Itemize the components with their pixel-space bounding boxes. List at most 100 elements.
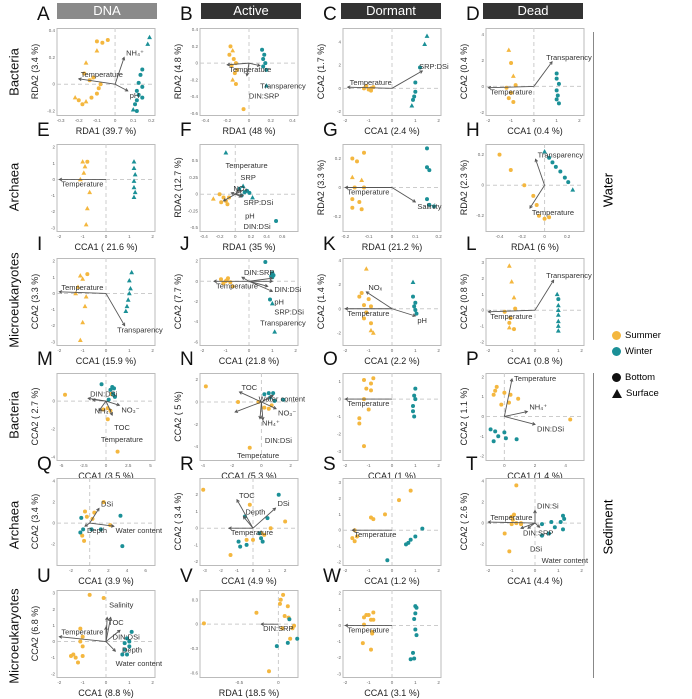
x-tick-label: -2	[57, 680, 61, 685]
env-vector-label: NOₓ	[233, 184, 247, 193]
summer-surface-point	[94, 48, 100, 53]
summer-surface-point	[80, 276, 86, 281]
summer-bottom-point	[281, 592, 286, 597]
summer-bottom-point	[201, 487, 206, 492]
winter-surface-point	[126, 290, 132, 296]
winter-bottom-point	[136, 80, 141, 85]
y-tick-label: -0.25	[188, 208, 199, 213]
summer-bottom-point	[512, 327, 516, 332]
winter-bottom-point	[413, 89, 418, 94]
env-vector-label: Salinity	[109, 600, 133, 609]
arrowhead-icon	[344, 306, 349, 311]
summer-bottom-point	[262, 405, 267, 410]
env-vector-label: NH₄⁺	[262, 419, 280, 428]
x-axis-label: CCA1 (2.4 %)	[364, 126, 420, 136]
winter-bottom-point	[127, 639, 132, 644]
y-tick-label: -2	[337, 559, 341, 564]
summer-bottom-point	[502, 390, 507, 395]
summer-bottom-point	[357, 200, 362, 204]
y-tick-label: 0	[338, 86, 341, 91]
env-vector-label: Temperature	[226, 161, 268, 170]
env-vector-label: DIN:SRP	[249, 92, 279, 101]
panel-T: -2 -1 0 1 2 -2 0 2 4 CCA1 (4.4 %) CCA2 ( 2.6 %) Tem…	[446, 478, 590, 598]
summer-bottom-point	[362, 377, 366, 382]
arrowhead-icon	[412, 199, 417, 203]
y-tick-label: 0	[52, 639, 55, 644]
summer-bottom-point	[512, 512, 516, 517]
x-tick-label: 0	[105, 463, 108, 468]
summer-bottom-point	[362, 316, 366, 321]
winter-bottom-point	[274, 218, 279, 223]
y-tick-label: -1	[51, 655, 55, 660]
arrowhead-icon	[534, 158, 539, 163]
x-axis-label: RDA1 (6 %)	[511, 242, 559, 252]
summer-surface-point	[511, 294, 517, 300]
env-vector-arrow	[534, 522, 540, 528]
y-tick-label: 2	[52, 607, 55, 612]
y-tick-label: -2	[51, 427, 55, 432]
winter-bottom-point	[554, 76, 559, 81]
summer-surface-point	[77, 273, 83, 278]
y-tick-label: 2	[481, 500, 484, 505]
y-axis-label: CCA2 (0.8 %)	[459, 274, 469, 330]
winter-bottom-point	[411, 650, 415, 655]
winter-bottom-point	[554, 71, 559, 76]
winter-bottom-point	[413, 300, 418, 305]
summer-bottom-point	[534, 203, 539, 208]
y-tick-label: 0	[338, 528, 341, 533]
summer-bottom-point	[80, 654, 85, 659]
winter-bottom-point	[98, 527, 103, 532]
x-tick-label: 2	[534, 463, 537, 468]
winter-bottom-point	[260, 47, 265, 52]
column-header-dormant: Dormant	[341, 3, 441, 19]
x-tick-label: -0.2	[518, 234, 526, 239]
summer-bottom-point	[241, 107, 246, 112]
arrowhead-icon	[344, 185, 349, 190]
winter-bottom-point	[134, 98, 139, 103]
water-bracket	[593, 32, 594, 340]
x-tick-label: -2.5	[80, 463, 88, 468]
summer-bottom-point	[94, 39, 99, 44]
env-vector-label: Water content	[542, 556, 589, 565]
summer-bottom-point	[357, 421, 362, 426]
y-axis-label: CCA2 (1.4 %)	[316, 274, 326, 330]
winter-bottom-point	[99, 382, 104, 387]
triangle-icon	[612, 389, 622, 398]
winter-surface-point	[422, 41, 428, 47]
summer-bottom-point	[278, 597, 283, 602]
y-tick-label: 2	[481, 276, 484, 281]
x-tick-label: 0.4	[264, 234, 271, 239]
x-tick-label: 4	[126, 568, 129, 573]
summer-bottom-point	[78, 626, 83, 631]
y-tick-label: -1	[480, 434, 484, 439]
env-vector-arrow	[246, 63, 250, 76]
summer-bottom-point	[230, 284, 235, 289]
summer-bottom-point	[369, 381, 373, 386]
env-vector-label: pH	[417, 316, 427, 325]
summer-bottom-point	[522, 183, 527, 188]
summer-bottom-point	[266, 669, 271, 674]
x-tick-label: -2	[343, 568, 347, 573]
x-tick-label: 1	[557, 348, 560, 353]
summer-surface-point	[509, 279, 515, 284]
y-tick-label: -2	[337, 431, 341, 436]
winter-bottom-point	[122, 641, 127, 646]
summer-bottom-point	[350, 197, 355, 202]
y-tick-label: -2	[337, 109, 341, 114]
summer-bottom-point	[497, 152, 502, 157]
summer-surface-point	[359, 177, 365, 183]
panel-F: -0.4 -0.2 0 0.2 0.4 0.6 -0.5 -0.25 0 0.25 0.5 RDA1 …	[160, 144, 304, 264]
winter-surface-point	[126, 277, 132, 283]
x-tick-label: 2.5	[125, 463, 132, 468]
y-axis-label: CCA2 ( 2.7 %)	[30, 387, 40, 445]
env-vector-arrow	[78, 78, 116, 85]
y-tick-label: 0	[195, 622, 198, 627]
summer-bottom-point	[100, 40, 105, 45]
y-tick-label: 1	[338, 512, 341, 517]
summer-bottom-point	[506, 400, 511, 405]
winter-bottom-point	[427, 202, 432, 207]
env-vector-arrow	[234, 401, 262, 413]
x-tick-label: 0.4	[289, 118, 296, 123]
y-axis-label: RDA2 (2.3 %)	[459, 160, 469, 216]
winter-bottom-point	[412, 393, 417, 398]
